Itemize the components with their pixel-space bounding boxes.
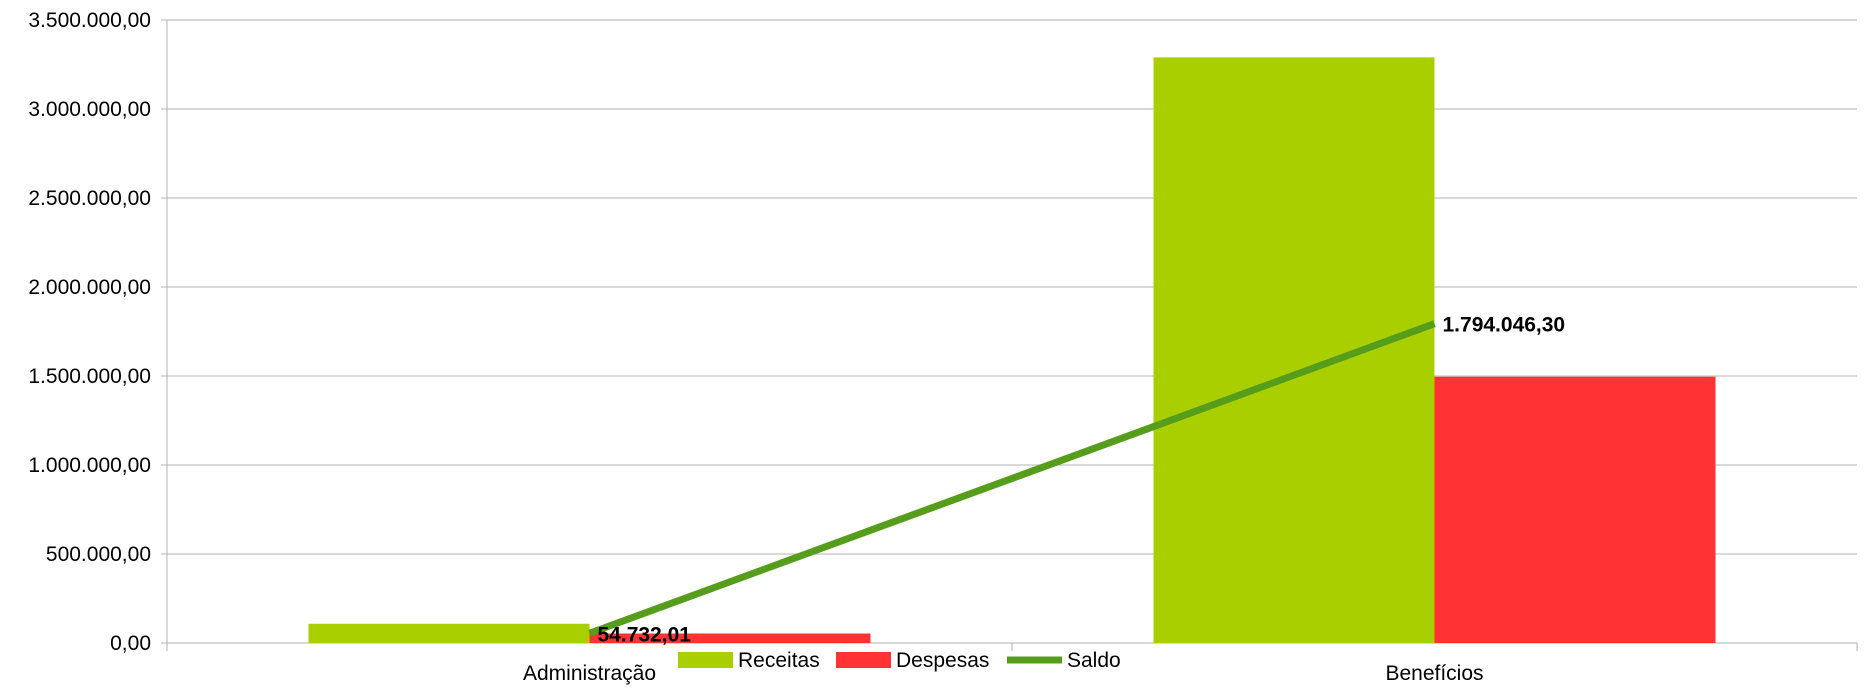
y-tick-label: 1.000.000,00	[28, 454, 151, 477]
legend-label-despesas: Despesas	[896, 649, 989, 672]
line-saldo	[588, 320, 1436, 637]
x-tick-label: Administração	[523, 662, 656, 685]
legend-label-saldo: Saldo	[1067, 649, 1121, 672]
bar-receitas	[1153, 57, 1435, 643]
y-tick-label: 0,00	[110, 632, 151, 655]
y-tick-label: 1.500.000,00	[28, 365, 151, 388]
legend-swatch-receitas	[678, 652, 733, 668]
legend-swatch-despesas	[836, 652, 891, 668]
x-tick-label: Benefícios	[1385, 662, 1483, 685]
legend-label-receitas: Receitas	[738, 649, 820, 672]
bar-despesas	[1434, 376, 1716, 643]
y-tick-label: 3.000.000,00	[28, 98, 151, 121]
y-tick-label: 2.500.000,00	[28, 187, 151, 210]
y-tick-label: 2.000.000,00	[28, 276, 151, 299]
bar-receitas	[308, 623, 590, 643]
y-tick-label: 3.500.000,00	[28, 9, 151, 32]
data-label: 54.732,01	[598, 623, 692, 646]
y-tick-label: 500.000,00	[46, 543, 151, 566]
data-label: 1.794.046,30	[1443, 314, 1566, 337]
bar-despesas	[589, 633, 871, 643]
